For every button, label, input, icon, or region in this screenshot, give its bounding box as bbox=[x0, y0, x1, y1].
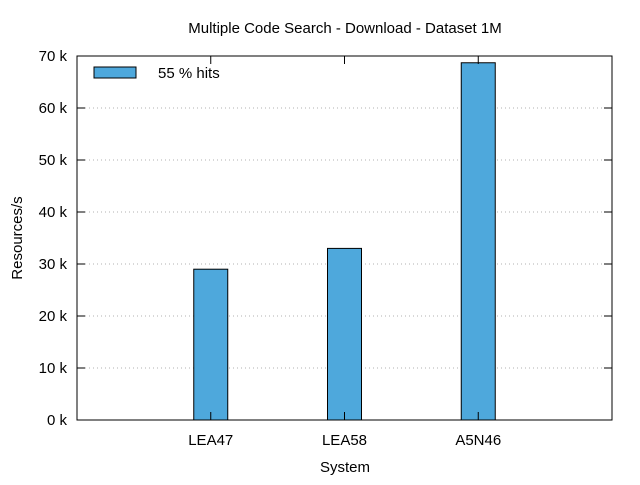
x-tick-label: LEA58 bbox=[322, 432, 367, 449]
bar-lea47 bbox=[193, 268, 229, 421]
y-tick-label: 60 k bbox=[39, 100, 68, 117]
x-axis-label: System bbox=[320, 459, 370, 476]
y-tick-label: 20 k bbox=[39, 308, 68, 325]
x-tick-label: LEA47 bbox=[188, 432, 233, 449]
legend: 55 % hits bbox=[93, 65, 220, 82]
x-tick-label: A5N46 bbox=[455, 432, 501, 449]
y-tick-label: 70 k bbox=[39, 48, 68, 65]
y-axis-ticks: 0 k 10 k 20 k 30 k 40 k 50 k 60 k 70 k bbox=[39, 48, 612, 429]
legend-label: 55 % hits bbox=[158, 65, 220, 82]
bar-a5n46 bbox=[460, 62, 496, 421]
chart-title: Multiple Code Search - Download - Datase… bbox=[188, 20, 501, 37]
y-axis-label: Resources/s bbox=[9, 196, 26, 279]
legend-swatch bbox=[93, 66, 137, 79]
y-tick-label: 50 k bbox=[39, 152, 68, 169]
y-tick-label: 40 k bbox=[39, 204, 68, 221]
x-axis-ticks: LEA47 LEA58 A5N46 bbox=[188, 56, 501, 449]
y-tick-label: 10 k bbox=[39, 360, 68, 377]
bars bbox=[193, 62, 496, 421]
y-tick-label: 0 k bbox=[47, 412, 68, 429]
bar-lea58 bbox=[327, 247, 362, 421]
y-tick-label: 30 k bbox=[39, 256, 68, 273]
